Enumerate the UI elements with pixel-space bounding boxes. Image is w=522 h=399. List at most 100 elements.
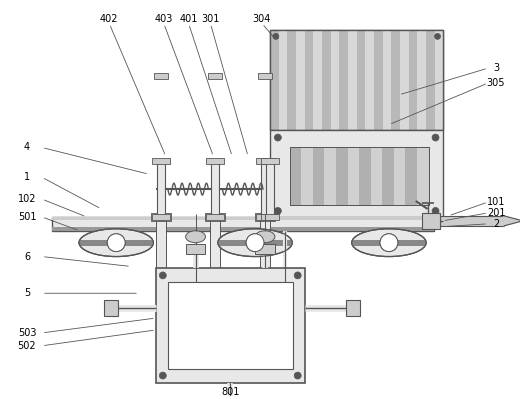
Bar [211,162,219,217]
Bar [330,30,339,130]
Text: 402: 402 [100,14,118,24]
Text: 4: 4 [24,142,30,152]
Circle shape [434,34,441,40]
Text: 102: 102 [18,194,36,204]
Text: 801: 801 [221,387,240,397]
Bar [258,73,272,79]
Bar [409,30,418,130]
Ellipse shape [352,229,426,257]
Bar [365,30,374,130]
Bar [305,30,313,130]
Bar [208,73,222,79]
Bar [357,30,365,130]
Bar [206,213,226,221]
Circle shape [294,272,301,279]
Circle shape [246,234,264,252]
Ellipse shape [255,231,275,243]
Bar [290,148,301,205]
Bar [255,213,275,221]
Bar [210,217,220,289]
Bar [104,300,118,316]
Bar [313,30,322,130]
Bar [154,73,168,79]
Bar [406,148,417,205]
Bar [156,217,166,289]
Bar [270,30,444,130]
Text: 6: 6 [24,251,30,262]
Bar [301,148,313,205]
Text: 501: 501 [18,212,36,222]
Bar [325,148,336,205]
Text: 502: 502 [18,341,36,351]
Bar [151,213,171,221]
Bar [260,217,270,289]
Bar [186,244,206,254]
Bar [52,217,434,220]
Bar [392,30,400,130]
Text: 304: 304 [253,14,271,24]
Text: 401: 401 [180,14,198,24]
Bar [261,158,279,164]
Bar [261,162,269,217]
Bar [156,269,305,383]
Circle shape [275,207,281,214]
Bar [157,162,165,217]
Bar [255,244,275,254]
Text: 301: 301 [201,14,220,24]
Bar [440,216,504,226]
Ellipse shape [79,229,153,257]
Circle shape [294,372,301,379]
Text: 3: 3 [493,63,499,73]
Ellipse shape [218,229,292,257]
Circle shape [432,134,439,141]
Bar [382,148,394,205]
Bar [418,30,426,130]
Bar [256,158,274,164]
Bar [435,30,444,130]
Bar [270,30,444,130]
Bar [394,148,406,205]
Bar [168,282,293,369]
Circle shape [108,234,125,252]
Bar [313,148,325,205]
Bar [287,30,296,130]
Text: 503: 503 [18,328,36,338]
Bar [348,30,357,130]
Circle shape [159,272,167,279]
Circle shape [275,134,281,141]
Text: 305: 305 [487,78,505,88]
Bar [371,148,382,205]
Bar [359,148,371,205]
Polygon shape [504,216,522,226]
Bar [266,162,274,217]
Bar [52,227,434,231]
Bar [261,214,279,220]
Bar [422,213,440,229]
Circle shape [246,234,264,252]
Circle shape [108,234,125,252]
Text: 101: 101 [487,197,505,207]
Bar [79,240,153,246]
Bar [346,300,360,316]
Circle shape [273,34,279,40]
Bar [339,30,348,130]
Circle shape [159,372,167,379]
Text: 2: 2 [493,219,499,229]
Ellipse shape [186,231,206,243]
Text: 201: 201 [487,208,505,218]
Bar [296,30,305,130]
Bar [426,30,435,130]
Text: 403: 403 [155,14,173,24]
Bar [207,214,224,220]
Bar [290,148,429,205]
Bar [52,217,434,231]
Bar [348,148,359,205]
Bar [352,240,425,246]
Circle shape [380,234,398,252]
Bar [207,158,224,164]
Bar [152,214,170,220]
Bar [270,130,444,219]
Bar [417,148,429,205]
Text: 1: 1 [24,172,30,182]
Bar [279,30,287,130]
